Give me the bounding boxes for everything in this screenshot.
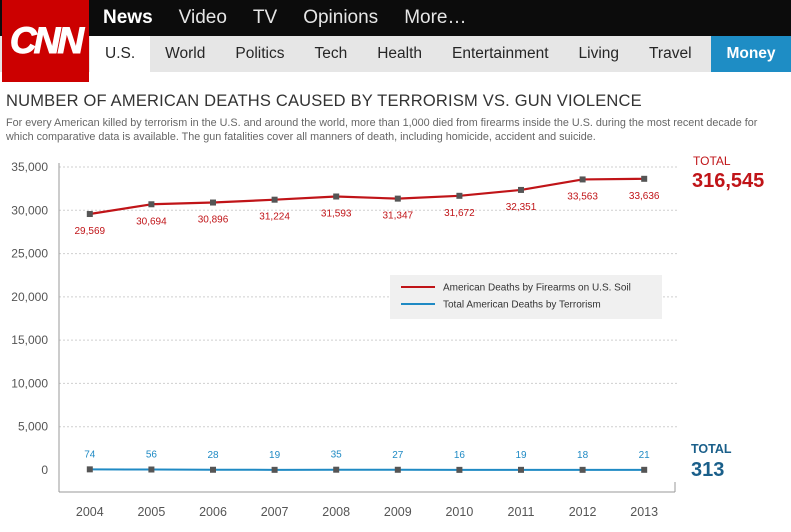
data-label: 29,569	[75, 226, 106, 237]
data-point	[518, 466, 524, 473]
data-label: 31,672	[444, 208, 475, 219]
data-label: 32,351	[506, 202, 537, 213]
data-label: 30,896	[198, 215, 229, 226]
cnn-logo[interactable]: CNN	[2, 0, 89, 82]
section-world[interactable]: World	[165, 45, 206, 62]
data-label: 33,563	[567, 191, 598, 202]
section-nav: U.S. World Politics Tech Health Entertai…	[90, 36, 791, 72]
data-point	[456, 192, 463, 199]
data-point	[333, 193, 340, 200]
section-tech[interactable]: Tech	[314, 45, 348, 62]
top-nav-bar	[0, 0, 791, 36]
data-label: 27	[392, 450, 404, 461]
data-point	[394, 195, 401, 202]
data-point	[333, 466, 340, 473]
data-point	[86, 211, 93, 218]
section-travel[interactable]: Travel	[649, 45, 692, 62]
data-label: 19	[269, 450, 281, 461]
nav-video[interactable]: Video	[178, 7, 227, 28]
y-tick-label: 35,000	[11, 160, 48, 174]
y-tick-label: 30,000	[11, 203, 48, 217]
firearms-series-line	[89, 177, 645, 216]
data-label: 35	[331, 450, 343, 461]
data-point	[456, 466, 463, 473]
nav-more[interactable]: More…	[404, 7, 467, 28]
firearms-total-label: TOTAL	[693, 154, 731, 168]
data-point	[148, 466, 155, 473]
terrorism-total-label: TOTAL	[691, 442, 732, 456]
data-label: 31,347	[383, 211, 414, 222]
data-point	[86, 466, 93, 473]
legend-label: American Deaths by Firearms on U.S. Soil	[443, 283, 631, 294]
data-label: 31,224	[259, 212, 290, 223]
section-living[interactable]: Living	[578, 45, 620, 62]
y-tick-label: 10,000	[11, 376, 48, 390]
y-tick-label: 15,000	[11, 333, 48, 347]
y-tick-label: 0	[41, 463, 48, 477]
x-tick-label: 2007	[261, 505, 289, 519]
section-health[interactable]: Health	[377, 45, 423, 62]
nav-news[interactable]: News	[103, 7, 153, 28]
data-label: 28	[207, 450, 219, 461]
data-label: 33,636	[629, 191, 660, 202]
legend-box	[390, 275, 662, 319]
section-politics[interactable]: Politics	[235, 45, 285, 62]
terrorism-total-value: 313	[691, 459, 724, 481]
nav-opinions[interactable]: Opinions	[303, 7, 379, 28]
legend-label: Total American Deaths by Terrorism	[443, 300, 601, 311]
data-point	[394, 466, 401, 473]
y-tick-label: 25,000	[11, 247, 48, 261]
y-tick-label: 20,000	[11, 290, 48, 304]
section-money[interactable]: Money	[711, 36, 791, 72]
data-label: 74	[84, 449, 96, 460]
data-label: 30,694	[136, 216, 167, 227]
x-tick-label: 2005	[137, 505, 165, 519]
chart-subtitle: For every American killed by terrorism i…	[6, 117, 758, 143]
section-us[interactable]: U.S.	[90, 36, 151, 72]
x-tick-label: 2008	[322, 505, 350, 519]
firearms-total-value: 316,545	[692, 170, 764, 192]
x-tick-label: 2013	[630, 505, 658, 519]
data-label: 19	[515, 450, 527, 461]
data-label: 18	[577, 450, 589, 461]
data-point	[641, 175, 648, 182]
cnn-logo-text: CNN	[9, 20, 84, 62]
data-label: 21	[639, 450, 651, 461]
nav-tv[interactable]: TV	[252, 7, 278, 28]
data-label: 56	[146, 450, 158, 461]
x-tick-label: 2006	[199, 505, 227, 519]
x-tick-label: 2010	[445, 505, 473, 519]
data-point	[148, 201, 155, 208]
data-point	[579, 466, 586, 473]
data-point	[641, 466, 648, 473]
data-point	[271, 196, 278, 203]
terrorism-series-line	[89, 468, 645, 471]
data-point	[210, 199, 216, 206]
x-tick-label: 2004	[76, 505, 104, 519]
data-point	[271, 466, 278, 473]
data-point	[518, 186, 524, 193]
top-nav: News Video TV Opinions More…	[90, 0, 479, 36]
data-label: 31,593	[321, 208, 352, 219]
data-point	[210, 466, 216, 473]
x-tick-label: 2012	[569, 505, 597, 519]
x-tick-label: 2009	[384, 505, 412, 519]
section-entertainment[interactable]: Entertainment	[452, 45, 549, 62]
chart-title: NUMBER OF AMERICAN DEATHS CAUSED BY TERR…	[6, 92, 642, 110]
data-label: 16	[454, 450, 466, 461]
y-tick-label: 5,000	[18, 420, 48, 434]
x-tick-label: 2011	[508, 505, 535, 519]
data-point	[579, 176, 586, 183]
